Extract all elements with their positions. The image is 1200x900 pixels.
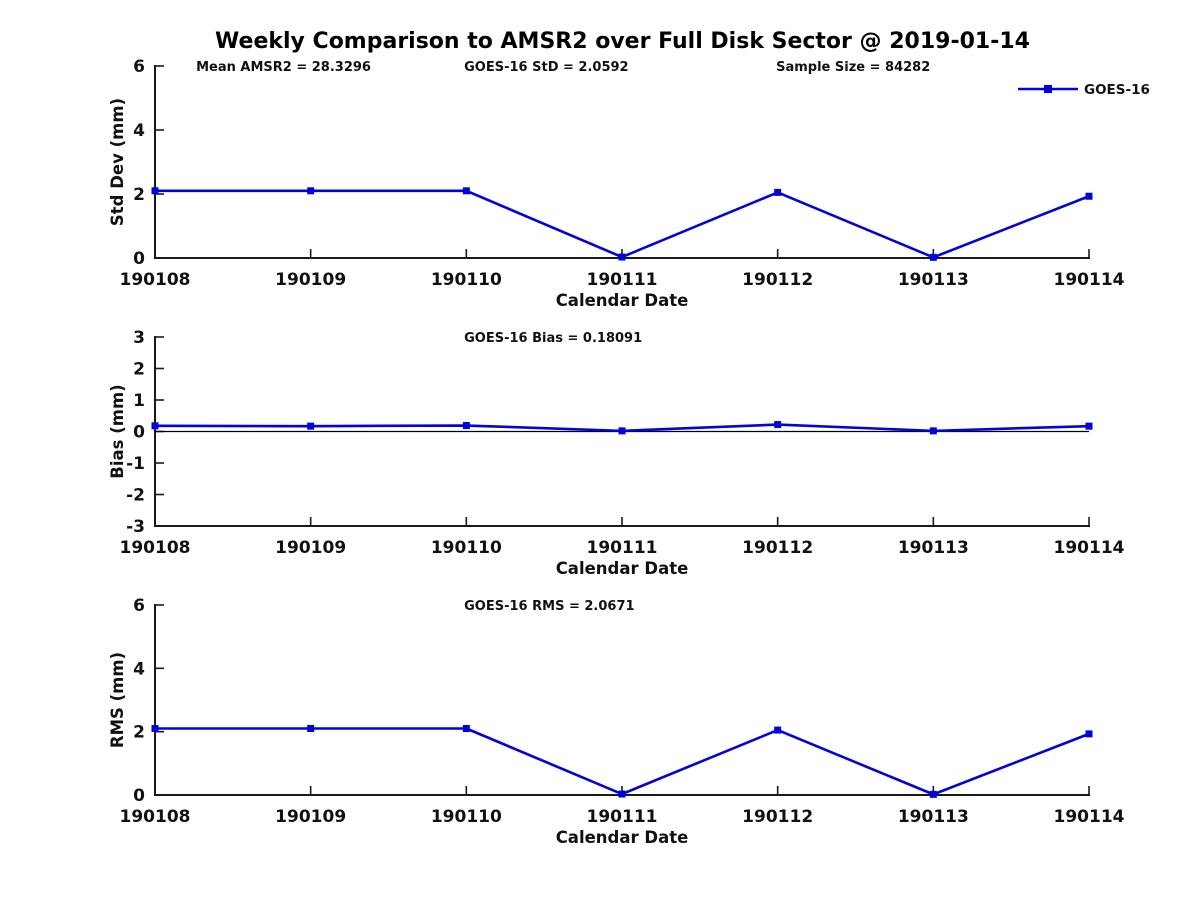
x-tick-label: 190108 [120,807,191,827]
x-tick-label: 190109 [275,807,346,827]
x-tick-label: 190114 [1054,270,1125,290]
x-tick-label: 190114 [1054,807,1125,827]
data-marker [151,422,159,430]
stat-annotation: GOES-16 RMS = 2.0671 [464,599,634,614]
y-tick-label: -2 [126,486,145,506]
data-line-GOES-16 [155,189,1090,259]
subplot-rms: 0 2 4 6 190108 190109 190110 190111 190112 190113… [108,596,1125,847]
stat-annotation: Mean AMSR2 = 28.3296 [196,60,371,75]
data-marker [1085,192,1093,200]
y-axis-label: Std Dev (mm) [108,98,127,226]
x-tick-label: 190112 [742,807,813,827]
data-marker [1085,422,1093,430]
y-tick-label: 3 [133,328,145,348]
y-tick-label: 2 [133,185,145,205]
x-tick-label: 190114 [1054,538,1125,558]
y-tick-label: 2 [133,723,145,743]
data-marker [774,188,782,196]
legend: GOES-16 [1018,82,1150,98]
x-tick-label: 190113 [898,270,969,290]
data-marker [462,725,470,732]
y-axis-label: RMS (mm) [108,652,127,748]
subplot-bias: -3 -2 -1 0 1 2 3 190108 190109 190110 190111 190112… [108,328,1125,578]
data-marker [929,253,937,261]
y-axis-label: Bias (mm) [108,384,127,478]
data-marker [929,790,937,798]
x-tick-label: 190109 [275,270,346,290]
data-marker [307,725,315,732]
data-marker [618,790,626,798]
data-marker [618,427,626,435]
y-tick-label: 6 [133,57,145,77]
y-tick-label: -1 [126,454,145,474]
data-marker [1085,730,1093,738]
x-tick-label: 190108 [120,270,191,290]
data-marker [307,422,315,430]
x-tick-label: 190108 [120,538,191,558]
data-marker [307,187,315,195]
data-marker [774,421,782,429]
x-tick-label: 190110 [431,807,502,827]
data-marker [151,187,159,195]
x-tick-label: 190109 [275,538,346,558]
x-tick-label: 190110 [431,538,502,558]
data-marker [929,427,937,435]
y-tick-label: 4 [133,121,145,141]
figure-title: Weekly Comparison to AMSR2 over Full Dis… [215,29,1030,54]
y-tick-label: 0 [133,249,145,269]
legend-label: GOES-16 [1084,82,1150,98]
x-axis-label: Calendar Date [556,291,689,310]
data-line-GOES-16 [155,727,1090,796]
data-marker [462,187,470,195]
y-tick-label: 6 [133,596,145,616]
x-tick-label: 190111 [587,538,658,558]
x-tick-label: 190112 [742,270,813,290]
stat-annotation: GOES-16 StD = 2.0592 [464,60,628,75]
subplot-std-dev: 0 2 4 6 190108 190109 190110 190111 190112 190113… [108,57,1150,310]
y-tick-label: 1 [133,391,145,411]
x-tick-label: 190112 [742,538,813,558]
legend-marker [1044,85,1052,93]
data-marker [618,253,626,261]
data-marker [151,725,159,732]
y-tick-label: -3 [126,517,145,537]
stat-annotation: Sample Size = 84282 [776,60,930,75]
x-tick-label: 190113 [898,538,969,558]
y-tick-label: 0 [133,423,145,443]
x-axis-label: Calendar Date [556,828,689,847]
data-marker [774,726,782,734]
x-tick-label: 190111 [587,270,658,290]
y-tick-label: 4 [133,659,145,679]
data-marker [462,422,470,430]
y-tick-label: 2 [133,360,145,380]
y-tick-label: 0 [133,786,145,806]
stat-annotation: GOES-16 Bias = 0.18091 [464,331,642,346]
x-tick-label: 190110 [431,270,502,290]
x-axis-label: Calendar Date [556,559,689,578]
x-tick-label: 190111 [587,807,658,827]
x-tick-label: 190113 [898,807,969,827]
